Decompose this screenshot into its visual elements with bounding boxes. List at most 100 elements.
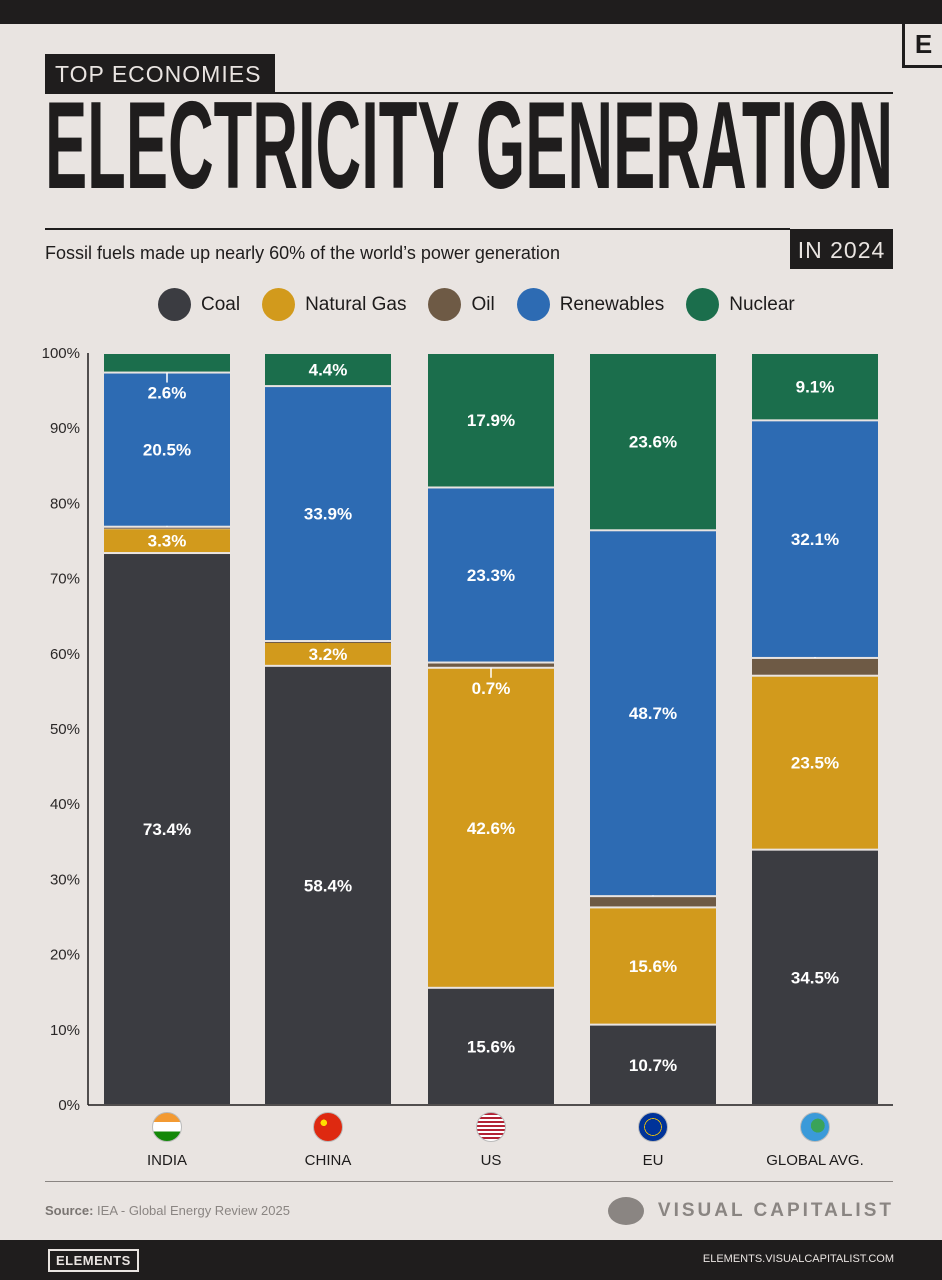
bar-segment-natural-gas	[428, 668, 554, 987]
bar-segment-renewables	[752, 421, 878, 657]
y-tick-label: 60%	[50, 646, 80, 663]
segment-value-label: 20.5%	[143, 441, 191, 460]
x-tick-label: INDIA	[146, 1152, 187, 1169]
segment-value-label: 33.9%	[304, 505, 352, 524]
segment-value-label: 42.6%	[467, 819, 515, 838]
y-tick-label: 100%	[42, 345, 80, 362]
flag-icon	[638, 1112, 668, 1142]
segment-value-label: 34.5%	[791, 968, 839, 987]
segment-value-label: 73.4%	[143, 820, 191, 839]
bar-segment-renewables	[265, 387, 391, 641]
y-tick-label: 50%	[50, 721, 80, 738]
bar-segment-nuclear	[590, 354, 716, 530]
segment-value-label: 58.4%	[304, 876, 352, 895]
country-label: GLOBAL AVG.	[752, 1112, 878, 1169]
bottom-bar	[0, 1240, 942, 1280]
legend-swatch	[686, 288, 720, 321]
x-tick-label: CHINA	[304, 1152, 352, 1169]
bar-segment-natural-gas	[104, 529, 230, 553]
bar-segment-oil	[428, 663, 554, 667]
bar-segment-natural-gas	[265, 642, 391, 665]
bar-segment-nuclear	[752, 354, 878, 420]
x-tick-label: GLOBAL AVG.	[766, 1152, 864, 1169]
bar-segment-coal	[104, 554, 230, 1104]
flag-icon	[800, 1112, 830, 1142]
legend-swatch	[158, 288, 191, 321]
y-tick-label: 30%	[50, 871, 80, 888]
subtitle: Fossil fuels made up nearly 60% of the w…	[45, 243, 560, 263]
brand-name: VISUAL CAPITALIST	[657, 1200, 894, 1221]
country-label: US	[428, 1112, 554, 1169]
bar-segment-coal	[265, 666, 391, 1104]
divider	[45, 1181, 893, 1182]
bar-segment-coal	[428, 988, 554, 1104]
bar-segment-nuclear	[428, 354, 554, 487]
bar-segment-nuclear	[104, 354, 230, 372]
segment-value-label: 2.6%	[148, 384, 187, 403]
bar-segment-renewables	[428, 488, 554, 662]
legend-item-nuclear: Nuclear	[686, 288, 795, 321]
country-label: INDIA	[104, 1112, 230, 1169]
y-tick-label: 40%	[50, 796, 80, 813]
flag-icon	[476, 1112, 506, 1142]
segment-value-label: 32.1%	[791, 530, 839, 549]
page-title: ELECTRICITY GENERATION	[45, 96, 893, 215]
source-label: Source:	[45, 1203, 94, 1218]
legend-label: Oil	[471, 293, 495, 315]
segment-value-label: 23.6%	[629, 433, 677, 452]
flag-icon	[152, 1112, 182, 1142]
segment-value-label: 15.6%	[467, 1037, 515, 1056]
bar-segment-renewables	[104, 373, 230, 526]
bar-segment-renewables	[590, 531, 716, 896]
legend-swatch	[262, 288, 296, 321]
kicker: TOP ECONOMIES	[45, 54, 276, 92]
divider	[45, 228, 790, 230]
x-tick-label: US	[480, 1152, 502, 1169]
segment-value-label: 10.7%	[629, 1056, 677, 1075]
site-url: ELEMENTS.VISUALCAPITALIST.COM	[702, 1253, 894, 1265]
title-text: ELECTRICITY GENERATION	[45, 96, 893, 215]
segment-value-label: 0.7%	[472, 679, 511, 698]
segment-value-label: 3.2%	[309, 645, 348, 664]
bar-segment-coal	[590, 1025, 716, 1104]
segment-value-label: 9.1%	[796, 378, 835, 397]
legend-label: Renewables	[559, 293, 665, 315]
y-tick-label: 90%	[50, 420, 80, 437]
y-tick-label: 10%	[50, 1022, 80, 1039]
bar-segment-oil	[752, 658, 878, 675]
legend-item-oil: Oil	[428, 288, 495, 321]
brand-logo: VISUAL CAPITALIST	[607, 1197, 894, 1225]
source-text: IEA - Global Energy Review 2025	[97, 1203, 290, 1218]
x-tick-label: EU	[642, 1152, 664, 1169]
segment-value-label: 23.5%	[791, 754, 839, 773]
year-badge: IN 2024	[790, 229, 893, 269]
y-tick-label: 20%	[50, 947, 80, 964]
segment-value-label: 15.6%	[629, 957, 677, 976]
segment-value-label: 3.3%	[148, 532, 187, 551]
bar-segment-natural-gas	[590, 908, 716, 1024]
elements-badge: E	[902, 24, 942, 68]
y-tick-label: 0%	[58, 1097, 80, 1114]
divider	[45, 92, 893, 94]
segment-value-label: 48.7%	[629, 704, 677, 723]
elements-logo: ELEMENTS	[48, 1249, 139, 1272]
bar-segment-oil	[104, 527, 230, 529]
legend: Coal Natural Gas Oil Renewables Nuclear	[158, 288, 817, 321]
bar-segment-oil	[265, 642, 391, 644]
legend-item-natural-gas: Natural Gas	[262, 288, 406, 321]
legend-item-coal: Coal	[158, 288, 240, 321]
legend-swatch	[516, 288, 550, 321]
y-tick-label: 80%	[50, 495, 80, 512]
segment-value-label: 4.4%	[309, 361, 348, 380]
legend-label: Nuclear	[729, 293, 795, 315]
bar-segment-coal	[752, 850, 878, 1104]
bar-segment-natural-gas	[752, 676, 878, 849]
country-label: EU	[590, 1112, 716, 1169]
y-tick-label: 70%	[50, 571, 80, 588]
stacked-bar-chart: 0% 10% 20% 30% 40% 50% 60% 70% 80% 90% 100% 73.4% 3.…	[42, 345, 893, 1114]
segment-value-label: 23.3%	[467, 566, 515, 585]
segment-value-label: 17.9%	[467, 411, 515, 430]
legend-swatch	[428, 288, 462, 321]
top-bar	[0, 0, 942, 24]
legend-label: Natural Gas	[305, 293, 407, 315]
